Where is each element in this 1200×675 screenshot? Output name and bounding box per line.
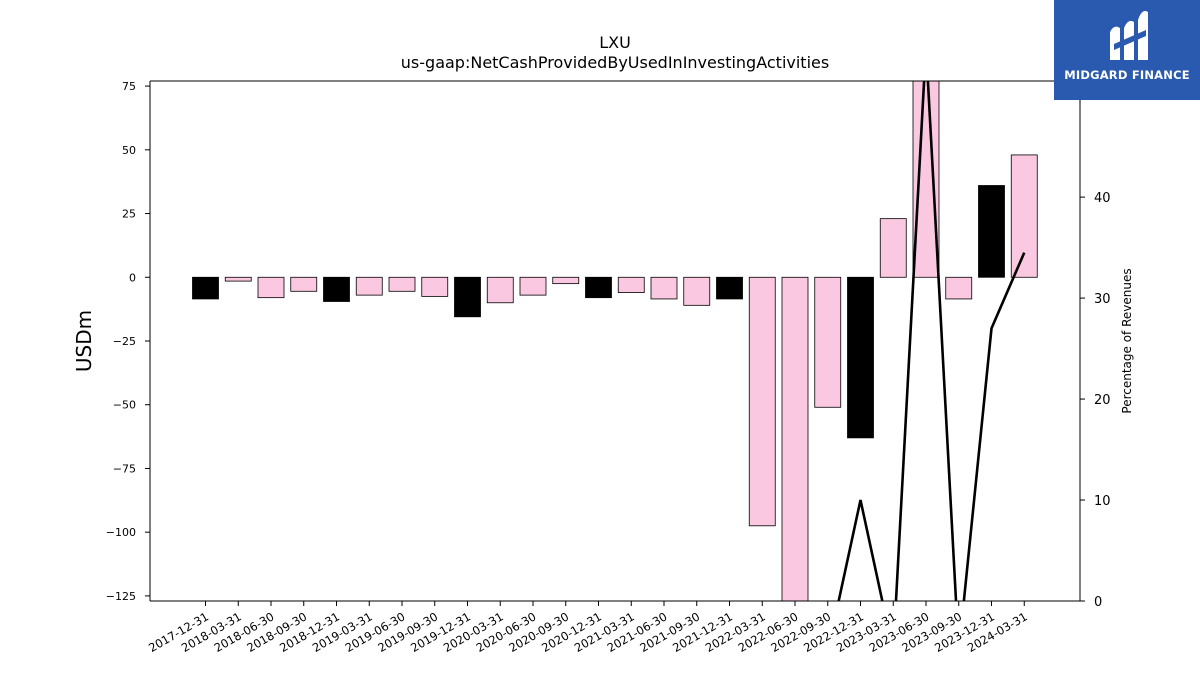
bar	[355, 276, 383, 296]
y-tick-label: 25	[122, 208, 136, 221]
y2-tick-label: 40	[1094, 191, 1111, 206]
logo-text: MIDGARD FINANCE	[1064, 68, 1190, 82]
bar	[814, 276, 842, 408]
y-axis-label: USDm	[72, 310, 96, 372]
line-series	[837, 81, 1026, 601]
bar	[617, 276, 645, 293]
y-tick-label: −25	[113, 335, 136, 348]
bar	[978, 185, 1005, 278]
y-tick-label: −50	[113, 399, 136, 412]
bar	[552, 276, 580, 285]
y2-tick-label: 0	[1094, 595, 1102, 610]
bar	[454, 276, 481, 318]
bar	[879, 218, 907, 278]
bar	[781, 276, 809, 601]
percentage-line	[837, 81, 1026, 601]
bar	[650, 276, 678, 300]
bar	[1010, 154, 1038, 278]
bar	[486, 276, 514, 304]
brand-logo: MIDGARD FINANCE	[1054, 0, 1200, 100]
y2-tick-label: 10	[1094, 494, 1111, 509]
y-tick-label: 0	[129, 271, 136, 284]
bar	[290, 276, 318, 292]
axes: 7550250−25−50−75−100−1254030201002017-12…	[106, 80, 1111, 655]
y2-tick-label: 20	[1094, 393, 1111, 408]
bar-series	[192, 81, 1038, 601]
bar	[257, 276, 285, 299]
chart-title: LXU	[599, 33, 631, 52]
bar	[945, 276, 973, 300]
bar	[192, 276, 219, 300]
bar	[224, 276, 252, 282]
bar	[421, 276, 449, 297]
bar	[912, 81, 940, 278]
bar	[388, 276, 416, 292]
y-tick-label: 75	[122, 80, 136, 93]
bar	[847, 276, 874, 439]
midgard-logo-icon	[1110, 11, 1148, 61]
bar	[585, 276, 612, 299]
bar	[323, 276, 350, 302]
bar	[683, 276, 711, 306]
bar	[716, 276, 743, 300]
chart-subtitle: us-gaap:NetCashProvidedByUsedInInvesting…	[401, 53, 829, 72]
y-tick-label: −100	[106, 526, 136, 539]
y2-axis-label: Percentage of Revenues	[1120, 268, 1134, 413]
bar	[748, 276, 776, 527]
y-tick-label: −75	[113, 462, 136, 475]
y-tick-label: 50	[122, 144, 136, 157]
bar	[519, 276, 547, 296]
y-tick-label: −125	[106, 590, 136, 603]
y2-tick-label: 30	[1094, 292, 1111, 307]
